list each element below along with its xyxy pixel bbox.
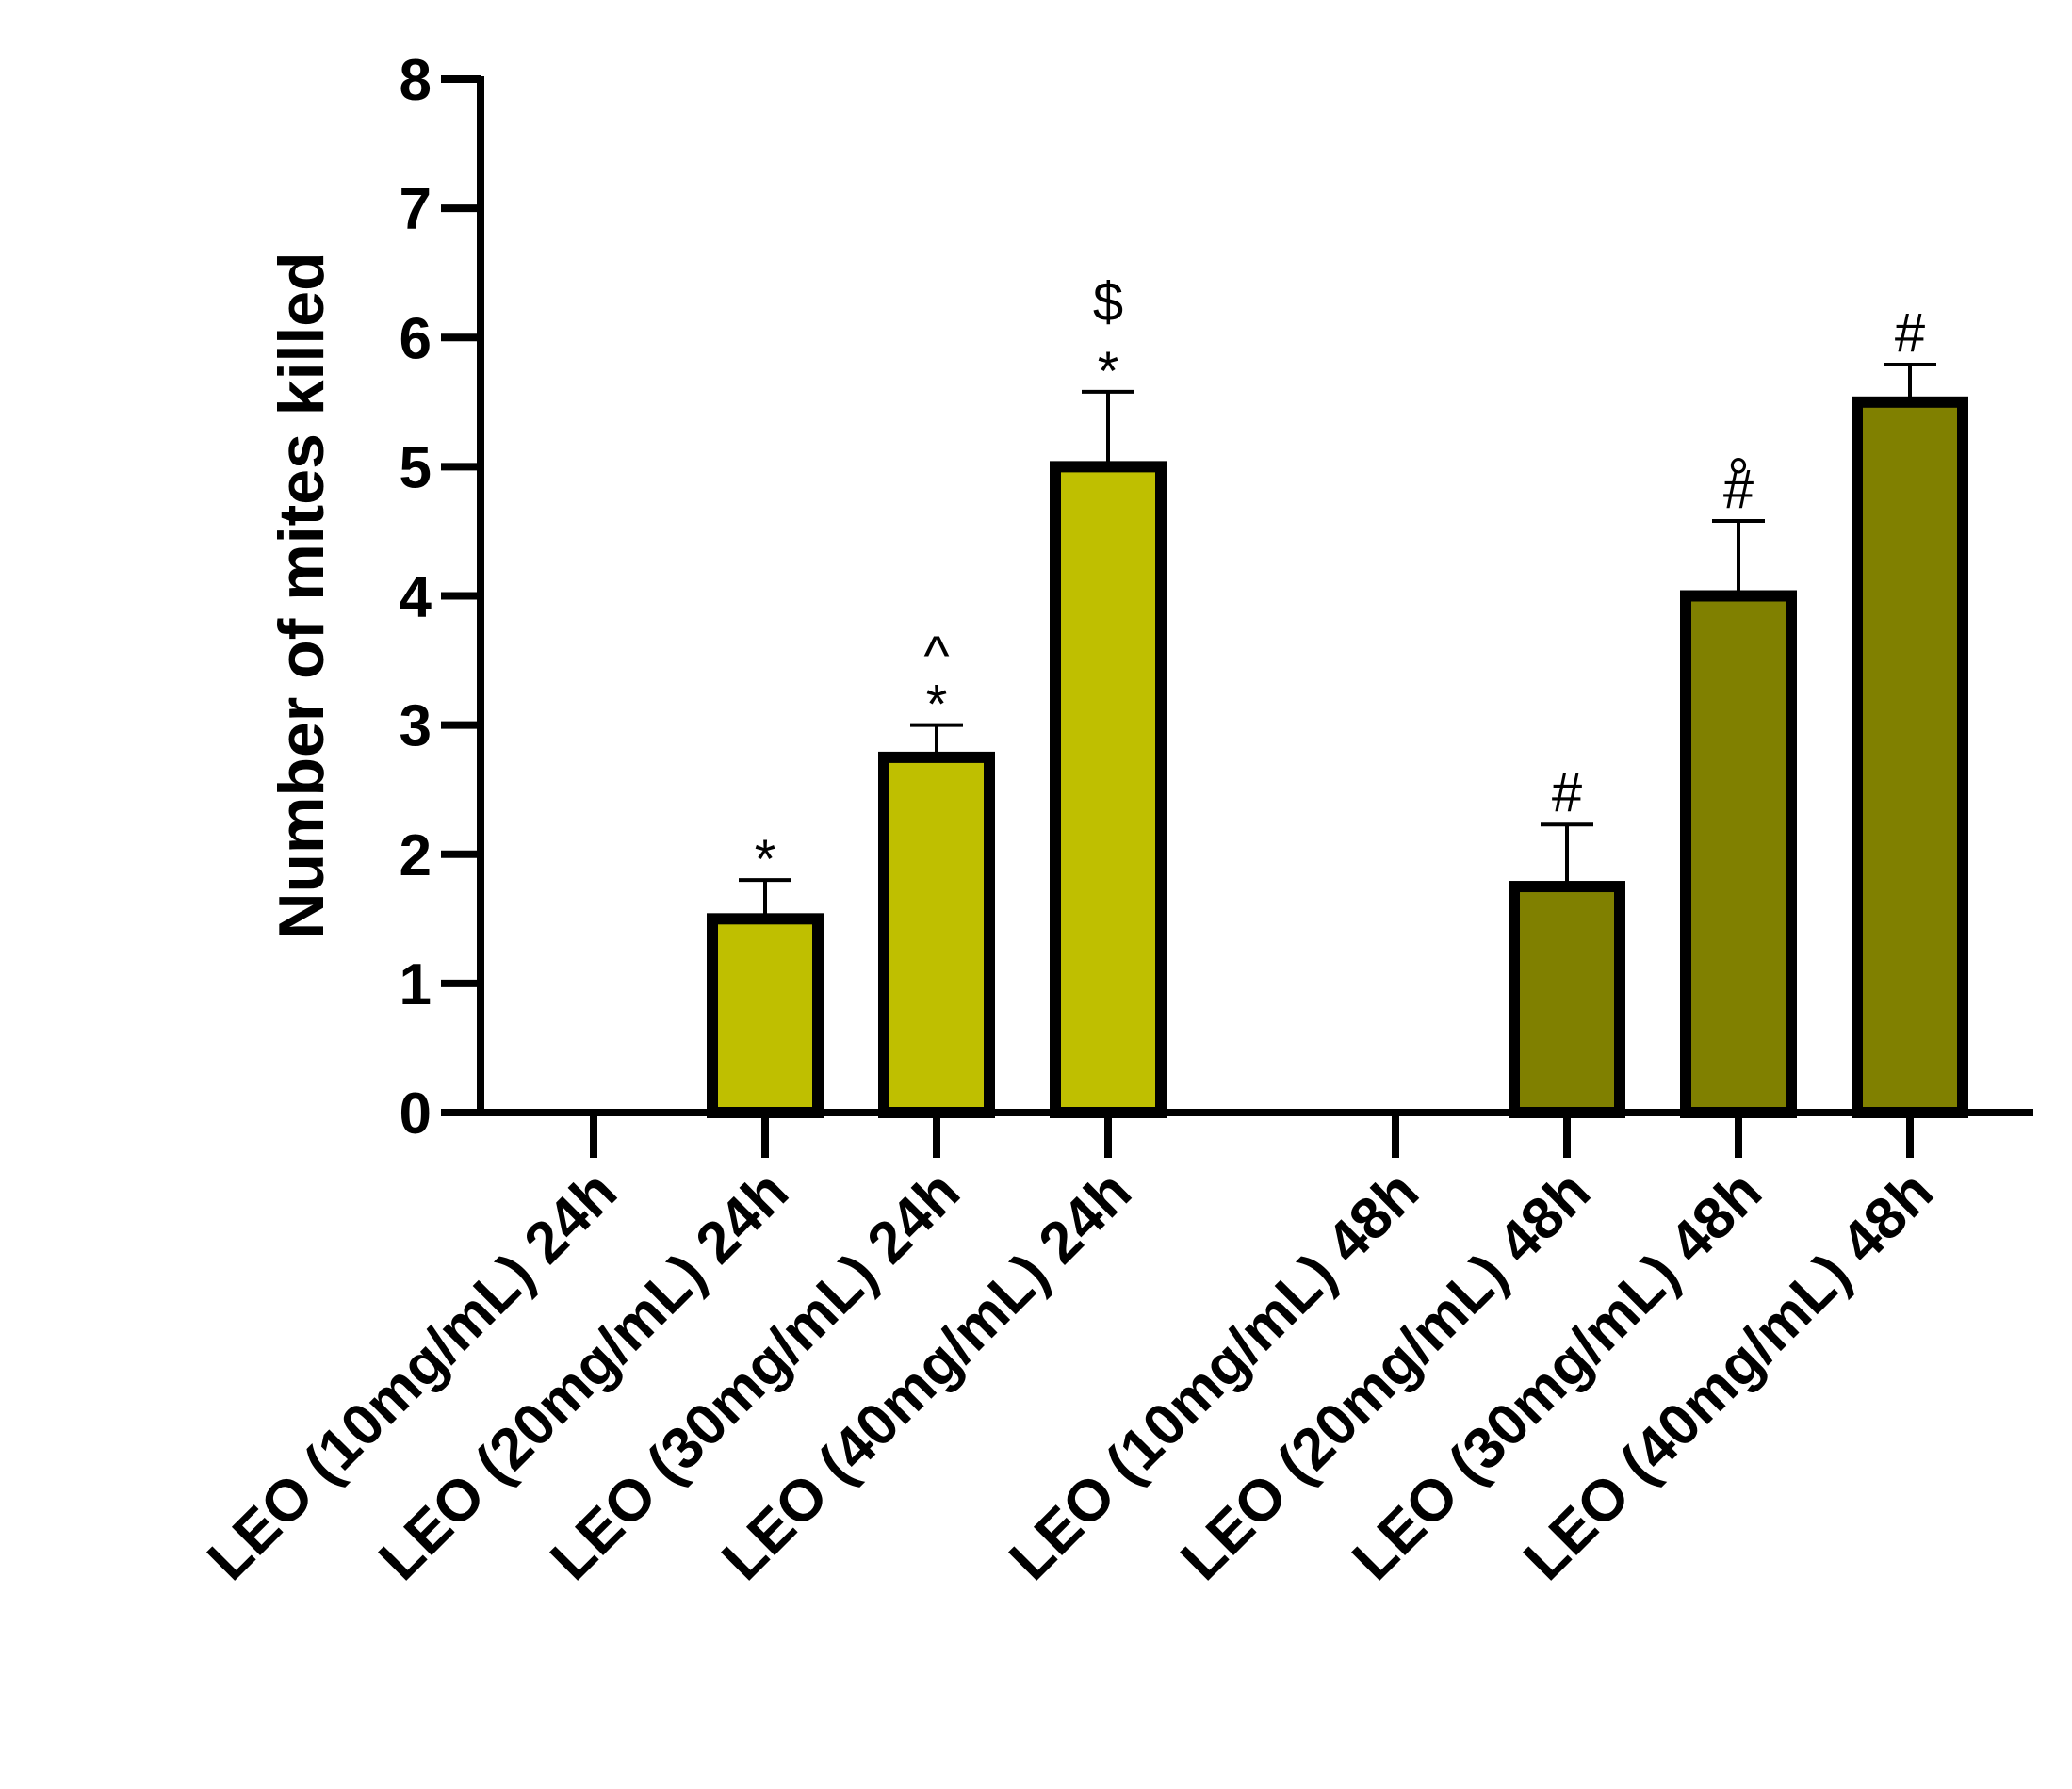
bar [1050,461,1167,1118]
significance-label: * [926,675,948,736]
bars: **^*$##°# [707,271,1968,1118]
y-tick-label: 7 [400,177,432,242]
y-tick-label: 2 [400,823,432,888]
y-tick-label: 3 [400,694,432,759]
y-axis-label: Number of mites killed [266,252,337,938]
significance-label: ^ [923,626,949,687]
significance-label: ° [1727,447,1749,509]
y-axis: 0 1 2 3 4 5 6 7 8 [400,48,484,1147]
y-tick-label: 6 [400,306,432,371]
bar [1680,590,1797,1118]
significance-label: # [1895,302,1925,364]
bar [707,913,824,1118]
y-tick-label: 5 [400,435,432,500]
y-tick-label: 0 [400,1082,432,1147]
significance-label: * [1098,341,1119,402]
significance-label: # [1552,762,1582,823]
significance-label: * [755,829,776,890]
y-tick-label: 8 [400,48,432,113]
bar [878,751,995,1118]
y-tick-label: 4 [400,565,432,630]
significance-label: # [1723,459,1754,520]
significance-label: $ [1093,271,1123,333]
bar [1852,396,1968,1118]
bar [1509,881,1625,1118]
y-tick-label: 1 [400,952,432,1017]
